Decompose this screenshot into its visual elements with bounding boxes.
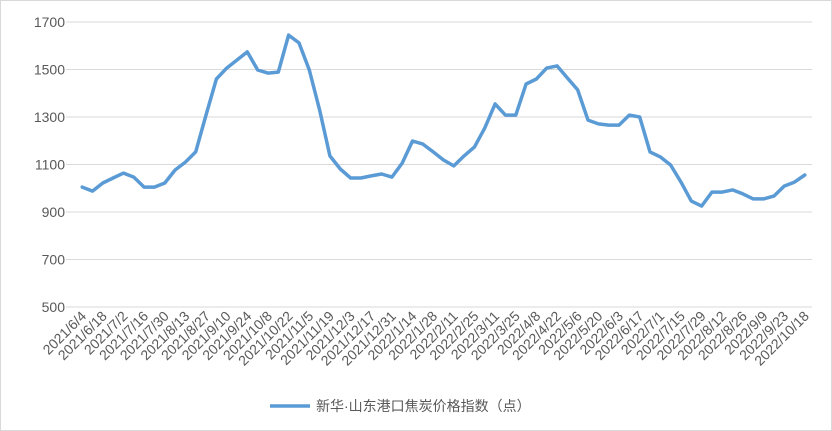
y-tick-label: 1500 <box>34 62 65 78</box>
y-tick-label: 500 <box>42 299 66 315</box>
y-tick-label: 1700 <box>34 14 65 30</box>
y-tick-label: 900 <box>42 204 66 220</box>
y-tick-label: 1300 <box>34 109 65 125</box>
series-line <box>80 33 807 208</box>
legend-label: 新华·山东港口焦炭价格指数（点） <box>316 398 531 414</box>
y-tick-label: 1100 <box>35 157 65 173</box>
y-tick-label: 700 <box>42 252 66 268</box>
